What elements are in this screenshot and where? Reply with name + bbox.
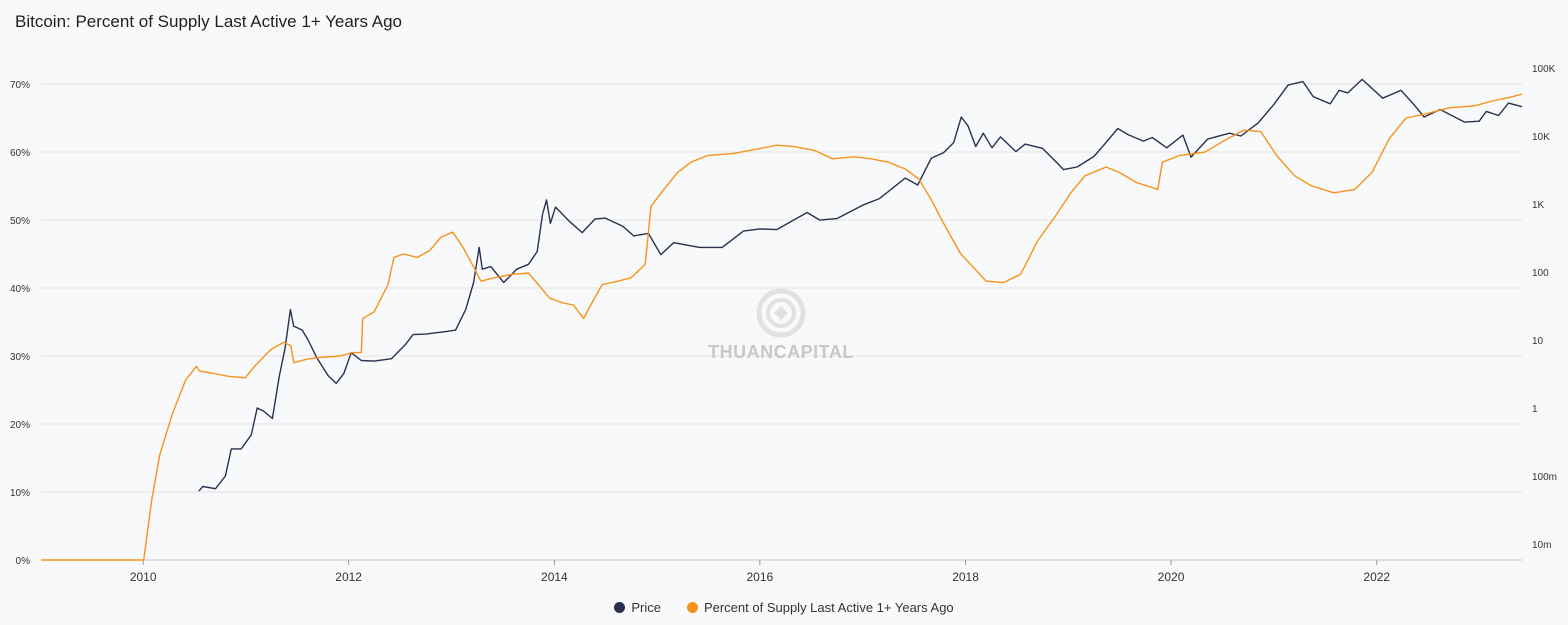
series-line-price xyxy=(198,78,1523,492)
x-tick-label: 2014 xyxy=(541,570,568,584)
x-tick-label: 2018 xyxy=(952,570,979,584)
y-left-tick-label: 0% xyxy=(16,556,31,567)
y-left-tick-label: 30% xyxy=(10,352,30,363)
watermark: THUANCAPITAL xyxy=(708,288,854,362)
y-right-tick-label: 100K xyxy=(1532,64,1556,75)
watermark-logo-icon xyxy=(756,288,806,338)
x-tick-label: 2010 xyxy=(130,570,157,584)
y-left-tick-label: 50% xyxy=(10,216,30,227)
series-line-supply-1y xyxy=(41,93,1523,561)
y-right-tick-label: 10m xyxy=(1532,540,1551,551)
chart-title: Bitcoin: Percent of Supply Last Active 1… xyxy=(15,12,402,31)
legend-item-supply[interactable]: Percent of Supply Last Active 1+ Years A… xyxy=(686,600,954,615)
y-right-tick-label: 100m xyxy=(1532,472,1557,483)
y-right-tick-label: 10 xyxy=(1532,336,1544,347)
series-layer xyxy=(41,78,1523,561)
y-left-tick-label: 10% xyxy=(10,488,30,499)
y-axis-left: 0% 10% 20% 30% 40% 50% 60% 70% xyxy=(10,80,30,567)
y-left-tick-label: 70% xyxy=(10,80,30,91)
x-tick-label: 2020 xyxy=(1158,570,1185,584)
x-tick-label: 2012 xyxy=(335,570,362,584)
y-left-tick-label: 40% xyxy=(10,284,30,295)
legend-label-price: Price xyxy=(631,600,661,615)
y-right-tick-label: 100 xyxy=(1532,268,1549,279)
x-tick-label: 2022 xyxy=(1363,570,1390,584)
legend-label-supply: Percent of Supply Last Active 1+ Years A… xyxy=(703,600,954,615)
legend-dot-price xyxy=(614,602,626,613)
grid-lines xyxy=(41,83,1522,561)
x-tick-label: 2016 xyxy=(746,570,773,584)
x-axis: 2010 2012 2014 2016 2018 2020 2022 xyxy=(130,560,1390,584)
y-left-tick-label: 20% xyxy=(10,420,30,431)
legend-item-price[interactable]: Price xyxy=(614,600,661,615)
legend-dot-supply xyxy=(686,602,698,613)
y-right-tick-label: 1 xyxy=(1532,404,1538,415)
y-axis-right: 10m 100m 1 10 100 1K 10K 100K xyxy=(1532,64,1557,551)
y-right-tick-label: 1K xyxy=(1532,200,1545,211)
legend: Price Percent of Supply Last Active 1+ Y… xyxy=(0,600,1568,615)
y-right-tick-label: 10K xyxy=(1532,132,1550,143)
y-left-tick-label: 60% xyxy=(10,148,30,159)
watermark-text: THUANCAPITAL xyxy=(708,342,854,362)
